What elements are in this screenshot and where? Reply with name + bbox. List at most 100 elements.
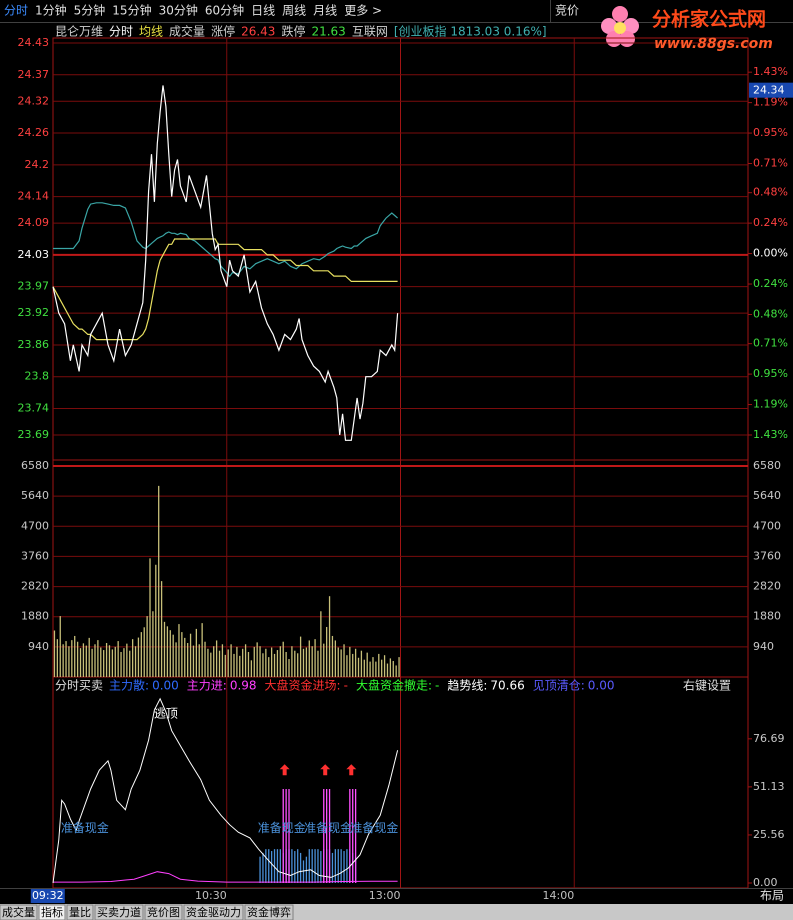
toolbar-button[interactable]: 竞价: [555, 4, 579, 18]
volume-bar: [334, 640, 336, 677]
signal-arrow: [346, 764, 357, 776]
toolbar-tab[interactable]: 5分钟: [74, 3, 106, 18]
toolbar-tab[interactable]: 更多 >: [344, 4, 382, 18]
volume-bar: [323, 643, 325, 677]
volume-bar: [311, 646, 313, 677]
indicator-bar: [320, 851, 322, 883]
toolbar-tab[interactable]: 日线: [251, 4, 275, 18]
volume-bar: [158, 485, 160, 677]
volume-bar: [273, 653, 276, 677]
y-tick-label: 23.74: [18, 402, 50, 415]
header-item: [创业板指 1813.03 0.16%]: [394, 24, 547, 39]
price-line: [52, 85, 399, 441]
y2-tick-label: 0.24%: [753, 216, 788, 229]
volume-bar: [302, 648, 305, 677]
y-tick-label-right: 1880: [753, 610, 781, 623]
volume-bar: [337, 647, 339, 677]
toolbar-tab[interactable]: 30分钟: [159, 3, 198, 18]
legend-value: 0.00: [152, 679, 179, 693]
bottom-tab-bg[interactable]: [183, 904, 244, 920]
bottom-tab-bg[interactable]: [38, 904, 66, 920]
legend-label: 大盘资金撤走:: [356, 678, 432, 693]
y-tick-label: 1880: [21, 610, 49, 623]
petal: [601, 18, 617, 34]
volume-bar: [117, 641, 119, 677]
bottom-tab[interactable]: 买卖力道: [97, 905, 141, 919]
indicator-bar: [291, 849, 293, 883]
volume-bar: [65, 641, 67, 677]
legend-value: -: [344, 679, 348, 693]
volume-bar: [59, 616, 61, 677]
volume-bar: [207, 648, 209, 677]
bottom-tab[interactable]: 量比: [69, 906, 91, 919]
volume-bar: [91, 648, 93, 677]
toolbar-tab[interactable]: 月线: [313, 4, 337, 18]
y2-tick-label: 0.00%: [753, 247, 788, 260]
volume-bar: [195, 628, 197, 677]
y-tick-label: 2820: [21, 580, 49, 593]
volume-bar: [224, 654, 226, 677]
y2-tick-label: 1.43%: [753, 428, 788, 441]
volume-bar: [198, 644, 200, 677]
signal-arrow: [320, 764, 331, 776]
volume-bar: [227, 649, 229, 677]
bottom-tab[interactable]: 指标: [41, 905, 63, 919]
toolbar-tab[interactable]: 60分钟: [205, 3, 244, 18]
bottom-tab[interactable]: 资金博弈: [247, 905, 291, 919]
volume-bar: [88, 637, 90, 677]
indicator-line: [52, 697, 399, 884]
bottom-tab[interactable]: 竞价图: [147, 905, 180, 919]
annotation: 逃顶: [154, 706, 178, 720]
indicator-bar: [282, 789, 284, 883]
indicator-bar: [334, 849, 336, 883]
volume-bar: [343, 644, 345, 677]
indicator-bar: [265, 849, 267, 883]
volume-bar: [149, 558, 151, 677]
volume-bar: [250, 660, 253, 677]
toolbar-tab[interactable]: 分时: [4, 4, 28, 18]
bottom-tab[interactable]: 资金驱动力: [186, 905, 241, 919]
legend-value: -: [435, 679, 439, 693]
volume-bar: [265, 648, 267, 677]
volume-bar: [392, 660, 394, 677]
indicator-bar: [331, 852, 334, 883]
volume-bar: [395, 665, 397, 677]
volume-bar: [221, 644, 224, 677]
volume-bar: [189, 633, 192, 677]
toolbar-tab[interactable]: 1分钟: [35, 3, 67, 18]
volume-bar: [381, 659, 383, 677]
y2-tick-label: 0.95%: [753, 367, 788, 380]
header-item: 26.43: [241, 25, 275, 39]
cursor-time-box: [30, 889, 65, 903]
volume-bar: [134, 646, 137, 677]
logo-title: 分析家公式网: [652, 8, 766, 31]
bottom-tab-bg[interactable]: [94, 904, 144, 920]
bottom-tab[interactable]: 成交量: [2, 905, 35, 919]
y2-tick-label: 1.43%: [753, 65, 788, 78]
volume-bar: [297, 653, 299, 677]
annotation: 准备现金: [304, 820, 352, 835]
bottom-tab-bg[interactable]: [244, 904, 294, 920]
settings-button[interactable]: 右键设置: [683, 678, 731, 693]
volume-bar: [120, 651, 122, 677]
y-tick-label: 23.69: [18, 428, 50, 441]
volume-bar: [354, 648, 357, 677]
volume-bar: [146, 616, 148, 677]
y-tick-label: 23.97: [18, 280, 50, 293]
volume-bar: [129, 650, 131, 677]
y-tick-label: 24.43: [18, 36, 50, 49]
bottom-tab-bg[interactable]: [66, 904, 94, 920]
y-tick-label-right: 6580: [753, 459, 781, 472]
volume-bar: [259, 646, 261, 677]
toolbar-tab[interactable]: 周线: [282, 4, 306, 18]
volume-bar: [279, 646, 281, 677]
header-item: 21.63: [311, 25, 345, 39]
bottom-tab-bg[interactable]: [144, 904, 183, 920]
toolbar-tab[interactable]: 15分钟: [112, 3, 151, 18]
layout-button[interactable]: 布局: [760, 889, 784, 903]
y-tick-label: 51.13: [753, 780, 785, 793]
volume-bar: [282, 641, 284, 677]
bottom-tab-bg[interactable]: [0, 904, 38, 920]
volume-bar: [352, 653, 354, 677]
